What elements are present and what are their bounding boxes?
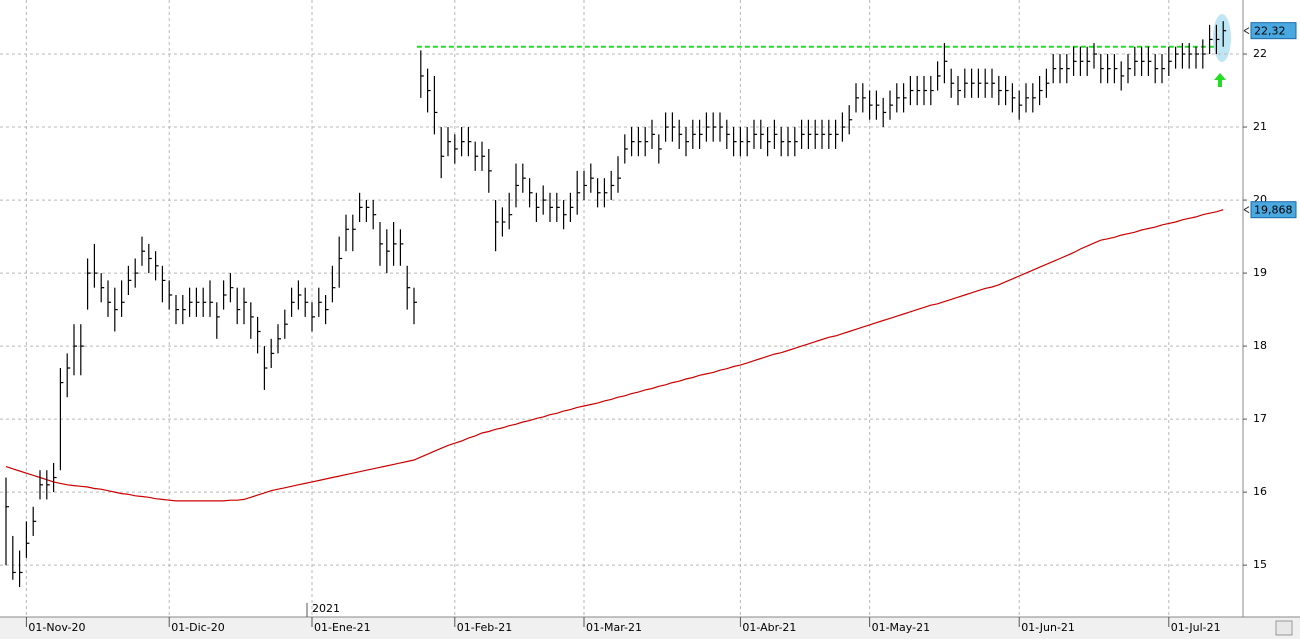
price-label: 19,868	[1254, 204, 1293, 217]
x-tick-label: 01-Nov-20	[28, 621, 85, 634]
x-tick-label: 01-Jun-21	[1021, 621, 1075, 634]
x-tick-label: 01-Feb-21	[457, 621, 512, 634]
x-tick-label: 01-Jul-21	[1171, 621, 1221, 634]
price-box	[1250, 22, 1297, 40]
y-tick-label: 21	[1253, 120, 1267, 133]
x-axis-band	[0, 617, 1300, 639]
x-tick-label: 01-Ene-21	[314, 621, 371, 634]
price-pointer	[1243, 27, 1250, 35]
y-tick-label: 17	[1253, 412, 1267, 425]
x-tick-label: 01-Abr-21	[742, 621, 796, 634]
y-tick-label: 15	[1253, 558, 1267, 571]
y-tick-label: 19	[1253, 266, 1267, 279]
y-tick-label: 22	[1253, 47, 1267, 60]
x-tick-label: 01-May-21	[872, 621, 930, 634]
highlight-ellipse	[1213, 14, 1231, 62]
moving-average	[5, 209, 1224, 502]
price-box	[1250, 201, 1297, 219]
price-pointer	[1243, 206, 1250, 214]
corner-icon[interactable]	[1275, 620, 1293, 636]
price-label: 22,32	[1254, 25, 1286, 38]
x-tick-label: 01-Dic-20	[171, 621, 225, 634]
y-tick-label: 16	[1253, 485, 1267, 498]
y-tick-label: 18	[1253, 339, 1267, 352]
up-arrow	[1214, 73, 1226, 87]
x-tick-label: 01-Mar-21	[586, 621, 642, 634]
year-label: 2021	[312, 602, 340, 615]
